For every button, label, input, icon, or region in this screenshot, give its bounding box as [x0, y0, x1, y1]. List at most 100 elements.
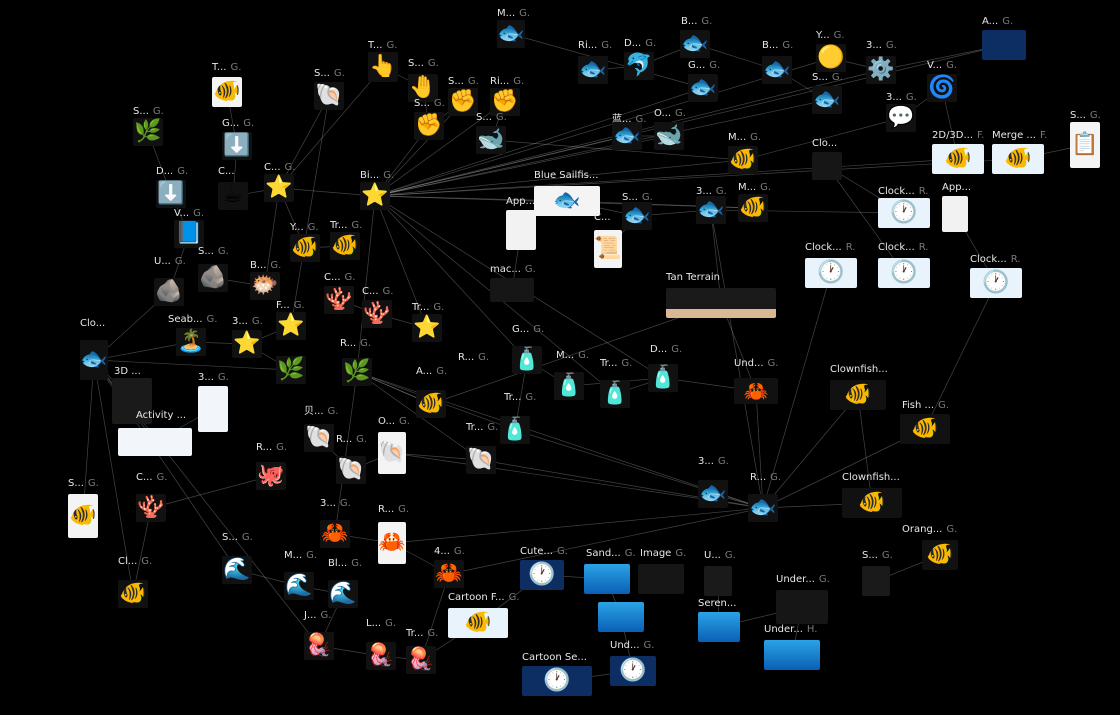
node-thumbnail[interactable]: 🌿	[276, 356, 306, 384]
node-thumbnail[interactable]: 🌿	[133, 118, 163, 146]
node-thumbnail[interactable]: 📘	[174, 220, 204, 248]
node-thumbnail[interactable]: 🪼	[366, 642, 396, 670]
node-thumbnail[interactable]	[490, 278, 534, 302]
node-thumbnail[interactable]: 🕐	[970, 268, 1022, 298]
node-thumbnail[interactable]: 🌊	[328, 580, 358, 608]
node-thumbnail[interactable]: 🤚	[408, 74, 438, 102]
node-thumbnail[interactable]: 🐙	[256, 462, 286, 490]
node-thumbnail[interactable]: 🐚	[336, 456, 366, 484]
node-thumbnail[interactable]	[506, 210, 536, 250]
node-thumbnail[interactable]: 🐟	[762, 56, 792, 84]
node-thumbnail[interactable]: 🐟	[612, 122, 642, 150]
node-thumbnail[interactable]: 📋	[1070, 122, 1100, 168]
node-thumbnail[interactable]: 🪼	[406, 646, 436, 674]
node-thumbnail[interactable]: 🏝️	[176, 328, 206, 356]
node-thumbnail[interactable]: 🕐	[878, 258, 930, 288]
node-thumbnail[interactable]: ⭐	[412, 314, 442, 342]
node-thumbnail[interactable]: ⬇️	[156, 180, 186, 208]
node-thumbnail[interactable]: ⭐	[264, 174, 294, 202]
node-thumbnail[interactable]: 🌀	[927, 74, 957, 102]
node-thumbnail[interactable]: 🪸	[136, 494, 166, 522]
node-thumbnail[interactable]: 🐠	[448, 608, 508, 638]
node-thumbnail[interactable]	[776, 590, 828, 624]
node-thumbnail[interactable]: 🐟	[698, 480, 728, 508]
node-thumbnail[interactable]: ✊	[414, 112, 444, 140]
node-thumbnail[interactable]: 🧴	[500, 416, 530, 444]
node-thumbnail[interactable]: 🐠	[416, 390, 446, 418]
node-thumbnail[interactable]: 🦀	[434, 560, 464, 588]
node-thumbnail[interactable]	[982, 30, 1026, 60]
node-thumbnail[interactable]: 🐠	[68, 494, 98, 538]
node-thumbnail[interactable]: 🦀	[320, 520, 350, 548]
node-thumbnail[interactable]: 👆	[368, 52, 398, 82]
node-thumbnail[interactable]: 🐟	[812, 86, 842, 114]
node-thumbnail[interactable]: ☕	[218, 182, 248, 210]
node-thumbnail[interactable]: 🐚	[304, 424, 334, 452]
node-thumbnail[interactable]: ⬇️	[222, 132, 252, 160]
node-thumbnail[interactable]: 🐟	[497, 20, 525, 48]
node-thumbnail[interactable]: 🐋	[476, 126, 506, 154]
node-thumbnail[interactable]: 🐟	[748, 494, 778, 522]
node-thumbnail[interactable]: 🐠	[290, 234, 320, 262]
node-thumbnail[interactable]: 🐟	[534, 186, 600, 216]
node-thumbnail[interactable]: 🕐	[520, 560, 564, 590]
node-thumbnail[interactable]	[812, 152, 842, 180]
node-thumbnail[interactable]: 🪸	[324, 286, 354, 314]
node-thumbnail[interactable]	[698, 612, 740, 642]
node-thumbnail[interactable]	[764, 640, 820, 670]
node-thumbnail[interactable]: 🐠	[992, 144, 1044, 174]
node-thumbnail[interactable]: 🐡	[250, 272, 280, 300]
node-thumbnail[interactable]: 🐟	[622, 202, 652, 230]
node-thumbnail[interactable]	[598, 602, 644, 632]
node-thumbnail[interactable]: 🐚	[378, 432, 406, 474]
node-thumbnail[interactable]: 🧴	[512, 346, 542, 374]
node-thumbnail[interactable]: ⭐	[276, 312, 306, 340]
node-thumbnail[interactable]	[638, 564, 684, 594]
node-thumbnail[interactable]: 🐠	[900, 414, 950, 444]
node-thumbnail[interactable]: 🕐	[522, 666, 592, 696]
node-thumbnail[interactable]: 🪸	[362, 300, 392, 328]
node-thumbnail[interactable]: 🌿	[342, 358, 372, 386]
node-thumbnail[interactable]: 🐠	[212, 77, 242, 107]
node-thumbnail[interactable]: 🧴	[554, 372, 584, 400]
node-thumbnail[interactable]: 🐟	[80, 340, 108, 380]
node-thumbnail[interactable]: ✊	[448, 88, 478, 116]
node-thumbnail[interactable]: 🐠	[842, 488, 902, 518]
node-thumbnail[interactable]: 🦀	[734, 378, 778, 404]
node-thumbnail[interactable]: 🪼	[304, 632, 334, 660]
node-thumbnail[interactable]: 🕐	[878, 198, 930, 228]
node-thumbnail[interactable]: ⭐	[232, 330, 262, 358]
node-thumbnail[interactable]: ⚙️	[866, 56, 896, 84]
node-thumbnail[interactable]: 🐠	[932, 144, 984, 174]
node-thumbnail[interactable]: ✊	[490, 88, 520, 116]
node-thumbnail[interactable]	[112, 378, 152, 424]
node-thumbnail[interactable]	[704, 566, 732, 596]
node-thumbnail[interactable]: 🌊	[284, 572, 314, 600]
node-thumbnail[interactable]: 🦀	[378, 522, 406, 564]
node-thumbnail[interactable]: 🐟	[578, 56, 608, 84]
node-thumbnail[interactable]	[198, 386, 228, 432]
node-thumbnail[interactable]: 🪨	[154, 278, 184, 306]
node-thumbnail[interactable]: 🪨	[198, 264, 228, 292]
node-thumbnail[interactable]: 💬	[886, 104, 916, 132]
node-thumbnail[interactable]: 🧴	[648, 364, 678, 392]
node-thumbnail[interactable]: 🐬	[624, 52, 654, 80]
node-thumbnail[interactable]: 🐟	[680, 30, 710, 58]
node-thumbnail[interactable]: 🧴	[600, 380, 630, 408]
node-thumbnail[interactable]: 🐚	[466, 446, 496, 474]
node-thumbnail[interactable]: 🕐	[610, 656, 656, 686]
node-thumbnail[interactable]: 🕐	[805, 258, 857, 288]
node-thumbnail[interactable]: 🐠	[922, 540, 958, 570]
node-thumbnail[interactable]: 🐟	[688, 74, 718, 102]
node-thumbnail[interactable]: 🐟	[696, 196, 726, 224]
node-thumbnail[interactable]: 🐠	[830, 380, 886, 410]
node-thumbnail[interactable]: 🐚	[314, 82, 344, 110]
node-thumbnail[interactable]: 🟡	[816, 44, 846, 72]
node-thumbnail[interactable]: 🐠	[728, 146, 758, 174]
node-thumbnail[interactable]: 🐋	[654, 122, 684, 150]
node-thumbnail[interactable]: 📜	[594, 230, 622, 268]
node-thumbnail[interactable]: 🌊	[222, 556, 252, 584]
node-thumbnail[interactable]: 🐠	[118, 580, 148, 608]
node-thumbnail[interactable]	[584, 564, 630, 594]
